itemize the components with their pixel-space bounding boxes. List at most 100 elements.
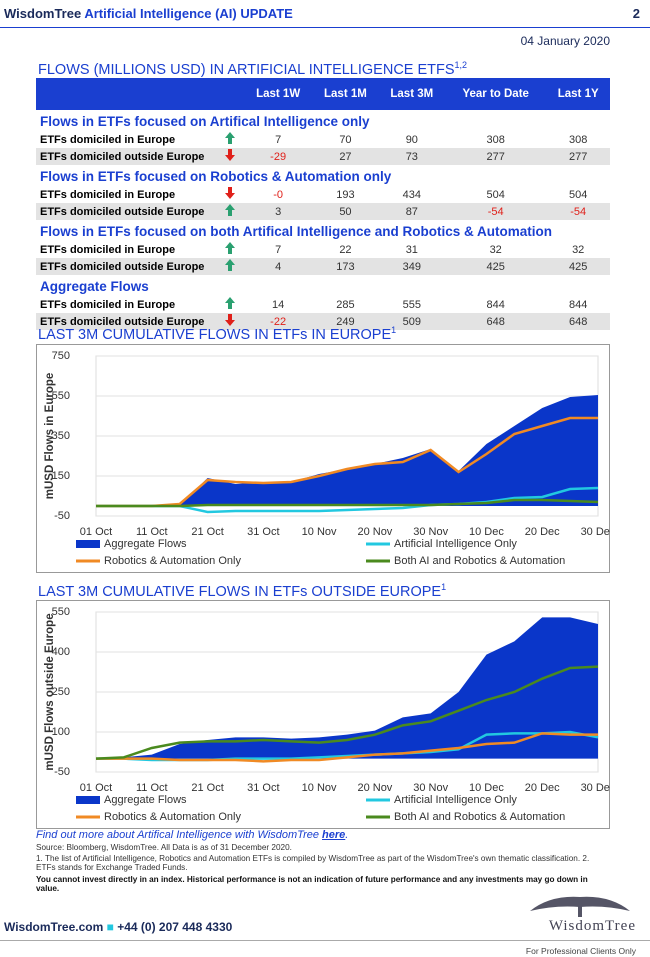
table-row: ETFs domiciled outside Europe 3 50 87 -54 -54 [36,203,610,220]
x-tick-label: 10 Dec [469,782,504,794]
header-row: Last 1W Last 1M Last 3M Year to Date Last 1Y [36,78,610,110]
cell: -54 [546,203,610,220]
header-blank [36,78,244,110]
cell: 173 [312,258,379,275]
cell: 509 [378,313,445,330]
y-tick-label: 750 [52,350,70,362]
source: Source: Bloomberg, WisdomTree. All Data … [36,843,292,852]
x-tick-label: 20 Nov [357,526,392,538]
x-tick-label: 20 Dec [525,782,560,794]
cell: 14 [272,298,285,311]
y-tick-label: -50 [54,766,70,778]
column-header: Last 1M [312,78,379,110]
chart-title: LAST 3M CUMULATIVE FLOWS IN ETFs IN EURO… [38,325,396,343]
y-tick-label: 350 [52,430,70,442]
line [96,732,598,763]
cell: 308 [569,133,588,146]
cell: 277 [445,148,547,165]
table-row: ETFs domiciled in Europe -0 193 434 504 504 [36,186,610,203]
cell: 3 [244,203,313,220]
logo-tree [530,896,630,917]
arrow-cell [216,241,244,258]
y-axis-title: mUSD Flows in Europe [44,373,56,500]
section-title: Flows in ETFs focused on both Artifical … [40,224,553,239]
legend-swatch [76,796,100,804]
more-end: . [345,829,349,841]
legend-label: Both AI and Robotics & Automation [394,811,565,823]
y-tick-label: -50 [54,510,70,522]
phone: +44 (0) 207 448 4330 [117,920,233,934]
brand: WisdomTree [4,6,82,21]
trend-arrow [225,259,235,271]
x-tick-label: 31 Oct [247,782,279,794]
flows-title: FLOWS (MILLIONS USD) IN ARTIFICIAL INTEL… [38,60,467,78]
legend-label: Both AI and Robotics & Automation [394,555,565,567]
chart-note: 1 [391,325,397,335]
x-tick-label: 21 Oct [191,782,223,794]
cell: 425 [546,258,610,275]
more-link[interactable]: here [322,829,346,841]
trend-arrow [225,132,235,144]
section-title: Aggregate Flows [40,279,149,294]
cell: 285 [336,298,355,311]
table-row: ETFs domiciled in Europe 7 70 90 308 308 [36,131,610,148]
x-tick-label: 11 Oct [136,526,168,538]
table-row: ETFs domiciled in Europe 7 22 31 32 32 [36,241,610,258]
cell: 31 [405,243,418,256]
x-tick-label: 10 Nov [302,526,337,538]
cell: 844 [569,298,588,311]
arrow-cell [216,203,244,220]
chart-title: LAST 3M CUMULATIVE FLOWS IN ETFs OUTSIDE… [38,582,446,600]
table-row: ETFs domiciled outside Europe 4 173 349 425 4… [36,258,610,275]
column-header: Last 1W [244,78,313,110]
legend-label: Aggregate Flows [104,538,187,550]
flows-title-text: FLOWS (MILLIONS USD) IN ARTIFICIAL INTEL… [38,61,455,78]
row-label: ETFs domiciled outside Europe [36,313,216,330]
x-tick-label: 01 Oct [80,526,112,538]
legend-label: Aggregate Flows [104,794,187,806]
notes: 1. The list of Artificial Intelligence, … [36,854,590,872]
cell: -29 [244,148,313,165]
cell: 7 [275,133,282,146]
line [96,416,598,508]
website[interactable]: WisdomTree.com [4,920,104,934]
more-info: Find out more about Artifical Intelligen… [36,829,348,841]
x-tick-label: 31 Oct [247,526,279,538]
cell: -54 [445,203,547,220]
more-text: Find out more about Artifical Intelligen… [36,829,319,841]
x-tick-label: 30 Dec [581,526,610,538]
cell: 844 [486,298,505,311]
date: 04 January 2020 [520,34,610,48]
cell: -22 [244,313,313,330]
contact: WisdomTree.com ■ +44 (0) 207 448 4330 [4,920,233,934]
chart-note: 1 [441,582,447,592]
row-label: ETFs domiciled in Europe [40,133,176,146]
cell: 648 [445,313,547,330]
y-tick-label: 150 [52,470,70,482]
cell: 32 [572,243,585,256]
cell: 50 [312,203,379,220]
column-header: Last 3M [378,78,445,110]
trend-arrow [225,297,235,309]
cell: 7 [275,243,282,256]
y-tick-label: 550 [52,390,70,402]
footer-rule [0,940,650,941]
x-tick-label: 30 Dec [581,782,610,794]
trend-arrow [225,149,235,161]
row-label: ETFs domiciled in Europe [40,243,176,256]
legend-label: Artificial Intelligence Only [394,794,517,806]
disclaimer: You cannot invest directly in an index. … [36,875,588,893]
cell: 4 [244,258,313,275]
x-tick-label: 30 Nov [413,782,448,794]
flows-note: 1,2 [454,60,468,70]
page-number: 2 [632,6,640,21]
x-tick-label: 21 Oct [191,526,223,538]
row-label: ETFs domiciled outside Europe [36,203,216,220]
cell: 308 [486,133,505,146]
area [96,395,598,506]
cell: 32 [489,243,502,256]
column-header: Year to Date [445,78,547,110]
section-row: Flows in ETFs focused on both Artifical … [36,220,610,241]
